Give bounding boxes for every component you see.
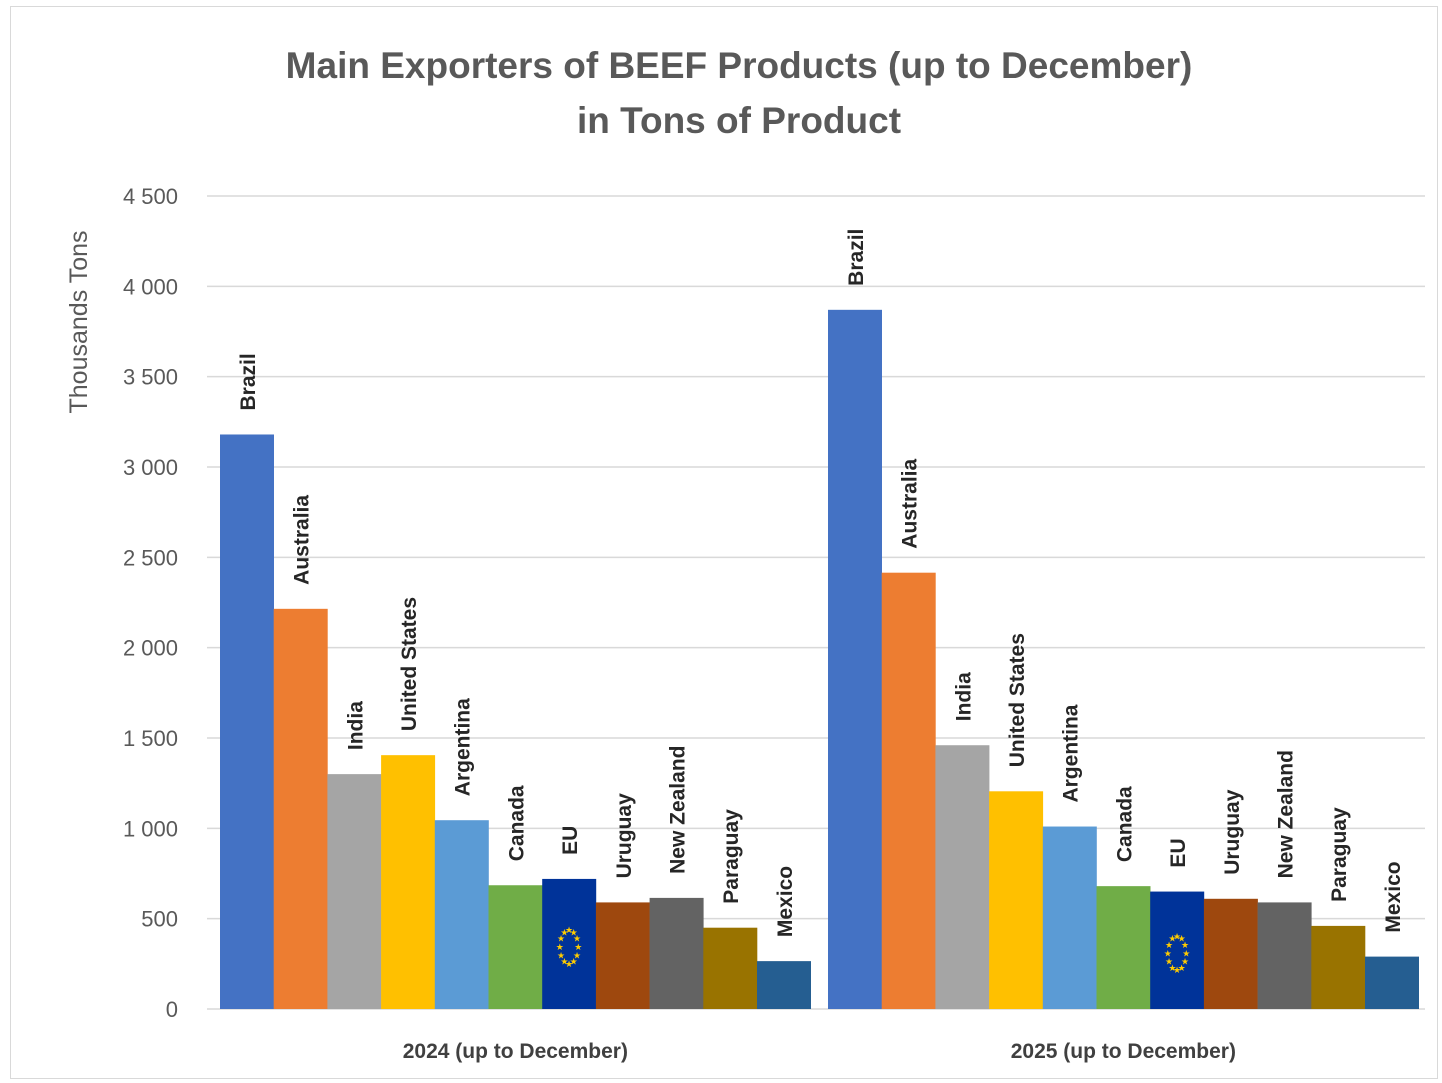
y-tick-label: 4 500 [123,184,178,209]
bar-uruguay [1203,898,1258,1009]
y-axis-label: Thousands Tons [65,231,93,414]
eu-star-icon: ★ [573,935,581,945]
bar-uruguay [595,902,650,1009]
x-category-label: 2024 (up to December) [403,1040,628,1063]
eu-star-icon: ★ [1178,935,1186,945]
bar-label-canada: Canada [505,785,528,861]
eu-star-icon: ★ [1182,949,1190,959]
eu-star-icon: ★ [565,926,573,936]
bar-india [935,745,990,1009]
bar-labels: Brazil Australia India United States Argenti… [237,229,1405,937]
bars: ★★★★★★★★★★★★ ★★★★★★★★★★★★ [220,309,1419,1010]
bar-label-new-zealand: New Zealand [1274,750,1297,878]
bar-label-paraguay: Paraguay [1328,807,1351,902]
eu-star-icon: ★ [1178,964,1186,974]
bar-label-canada: Canada [1113,786,1136,862]
bar-new-zealand [649,897,704,1009]
eu-star-icon: ★ [1168,964,1176,974]
eu-star-icon: ★ [570,958,578,968]
bar-label-india: India [952,672,975,721]
bar-india [327,774,382,1009]
bar-label-eu: EU [1167,838,1190,867]
eu-star-icon: ★ [1181,958,1189,968]
y-tick-label: 500 [141,907,178,932]
bar-mexico [1365,956,1419,1009]
bar-canada [488,885,543,1009]
bar-brazil [220,434,274,1010]
eu-star-icon: ★ [574,943,582,953]
chart-title-line-2: in Tons of Product [576,100,902,141]
bar-label-new-zealand: New Zealand [666,746,689,874]
eu-star-icon: ★ [1173,932,1181,942]
bar-eu [1150,891,1205,1009]
bar-paraguay [703,927,758,1009]
eu-star-icon: ★ [1168,935,1176,945]
eu-star-icon: ★ [556,943,564,953]
eu-star-icon: ★ [1165,941,1173,951]
bar-mexico [757,961,811,1009]
bar-united-states [381,755,436,1009]
eu-star-icon: ★ [1173,966,1181,976]
bar-label-argentina: Argentina [1060,704,1083,802]
y-axis-ticks: 0 500 1 000 1 500 2 000 2 500 3 000 3 500 4 000 4… [123,184,178,1022]
y-tick-label: 3 000 [123,455,178,480]
y-tick-label: 2 500 [123,545,178,570]
bar-label-united-states: United States [398,597,421,731]
bar-united-states [989,791,1044,1009]
chart-title-line-1: Main Exporters of BEEF Products (up to D… [285,45,1193,86]
y-tick-label: 0 [166,997,178,1022]
bar-argentina [1042,826,1097,1009]
bar-label-mexico: Mexico [774,866,797,937]
x-category-label: 2025 (up to December) [1011,1040,1236,1063]
bar-australia [881,572,936,1009]
bar-new-zealand [1257,902,1312,1009]
eu-star-icon: ★ [1164,949,1172,959]
bar-australia [273,608,328,1009]
eu-star-icon: ★ [1181,941,1189,951]
bar-canada [1096,886,1151,1009]
y-tick-label: 1 500 [123,726,178,751]
bar-label-united-states: United States [1006,633,1029,767]
eu-star-icon: ★ [1165,958,1173,968]
bar-label-uruguay: Uruguay [613,793,636,879]
bar-brazil [828,309,882,1009]
eu-star-icon: ★ [573,951,581,961]
eu-star-icon: ★ [565,960,573,970]
eu-star-icon: ★ [560,928,568,938]
bar-label-uruguay: Uruguay [1221,789,1244,875]
bar-eu [542,878,597,1009]
bar-paraguay [1311,925,1366,1009]
eu-star-icon: ★ [560,958,568,968]
eu-star-icon: ★ [570,928,578,938]
y-tick-label: 3 500 [123,365,178,390]
y-tick-label: 1 000 [123,816,178,841]
bar-label-australia: Australia [291,495,314,585]
y-tick-label: 2 000 [123,636,178,661]
bar-label-paraguay: Paraguay [720,809,743,904]
bar-label-brazil: Brazil [237,353,260,410]
eu-star-icon: ★ [557,951,565,961]
bar-argentina [434,820,489,1009]
bar-label-argentina: Argentina [452,698,475,796]
bar-label-india: India [344,701,367,750]
bar-label-australia: Australia [899,459,922,549]
y-tick-label: 4 000 [123,274,178,299]
chart-title: Main Exporters of BEEF Products (up to D… [0,38,1442,148]
eu-star-icon: ★ [557,935,565,945]
x-axis-categories: 2024 (up to December) 2025 (up to Decembe… [403,1040,1236,1063]
bar-label-mexico: Mexico [1382,861,1405,932]
bar-label-eu: EU [559,826,582,855]
bar-label-brazil: Brazil [845,229,868,286]
